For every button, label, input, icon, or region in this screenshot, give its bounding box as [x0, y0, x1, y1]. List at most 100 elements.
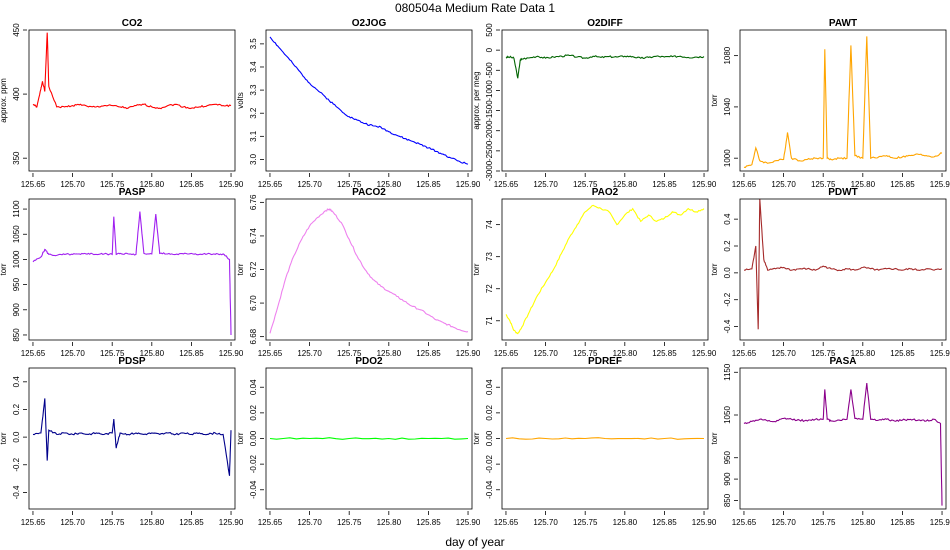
y-tick-label: -2500: [485, 140, 494, 161]
y-tick-label: 6.72: [249, 261, 258, 277]
y-tick-label: 500: [485, 23, 494, 37]
x-tick-label: 125.65: [258, 180, 283, 189]
x-tick-label: 125.85: [890, 349, 915, 358]
x-tick-label: 125.70: [533, 518, 558, 527]
x-tick-label: 125.80: [613, 349, 638, 358]
y-tick-label: 71: [485, 316, 494, 325]
y-tick-label: 6.74: [249, 228, 258, 244]
plot-frame: [501, 29, 709, 172]
figure-title: 080504a Medium Rate Data 1: [395, 1, 555, 15]
series-line: [743, 382, 943, 506]
plot-frame: [501, 198, 709, 341]
y-tick-label: 0.2: [723, 240, 732, 252]
x-tick-label: 125.90: [456, 349, 481, 358]
y-tick-label: 6.76: [249, 194, 258, 210]
x-tick-label: 125.70: [771, 180, 796, 189]
x-tick-label: 125.90: [930, 180, 950, 189]
panel-pasp: PASP torr 125.65 125.70 125.75 125.80 125.85 12…: [0, 187, 244, 358]
y-tick-label: 3.5: [249, 38, 258, 50]
panel-pawt: PAWT torr 125.65 125.70 125.75 125.80 125.85 12…: [710, 18, 950, 189]
y-tick-label: 74: [485, 220, 494, 229]
x-tick-label: 125.65: [732, 518, 757, 527]
y-axis-label: torr: [0, 432, 8, 444]
panel-title: PAO2: [592, 187, 619, 198]
y-tick-label: -0.4: [723, 319, 732, 333]
panel-o2jog: O2JOG volts 125.65 125.70 125.75 125.80 125.85…: [236, 18, 481, 189]
panel-title: PACO2: [352, 187, 386, 198]
x-tick-label: 125.75: [573, 349, 598, 358]
y-tick-label: 72: [485, 284, 494, 293]
y-tick-label: 0.00: [249, 430, 258, 446]
x-tick-label: 125.75: [337, 349, 362, 358]
y-tick-label: -0.04: [249, 480, 258, 499]
y-tick-label: -500: [485, 62, 494, 79]
x-tick-label: 125.85: [890, 180, 915, 189]
y-tick-label: 6.70: [249, 295, 258, 311]
x-tick-label: 125.85: [416, 518, 441, 527]
y-tick-label: -0.2: [12, 457, 21, 471]
panel-title: PASP: [119, 187, 146, 198]
y-tick-label: 1150: [723, 363, 732, 381]
x-tick-label: 125.85: [652, 180, 677, 189]
x-tick-label: 125.80: [140, 518, 165, 527]
x-tick-label: 125.80: [140, 180, 165, 189]
plot-frame: [265, 29, 473, 172]
plot-frame: [265, 367, 473, 510]
panel-pdsp: PDSP torr 125.65 125.70 125.75 125.80 125.85 12…: [0, 356, 244, 527]
y-tick-label: 3.4: [249, 61, 258, 73]
x-tick-label: 125.90: [692, 349, 717, 358]
panel-title: PDWT: [828, 187, 857, 198]
panel-co2: CO2 approx. ppm 125.65 125.70 125.75 125.80 12…: [0, 18, 244, 189]
series-line: [505, 437, 705, 440]
series-line: [505, 204, 705, 335]
plot-frame: [739, 198, 947, 341]
y-tick-label: 6.68: [249, 328, 258, 344]
plot-frame: [739, 29, 947, 172]
x-tick-label: 125.85: [416, 349, 441, 358]
x-tick-label: 125.85: [652, 349, 677, 358]
y-tick-label: 1080: [723, 46, 732, 64]
x-tick-label: 125.65: [21, 518, 46, 527]
plot-frame: [501, 367, 709, 510]
x-tick-label: 125.70: [297, 180, 322, 189]
panel-title: CO2: [122, 18, 143, 29]
panel-title: PASA: [829, 356, 856, 367]
x-tick-label: 125.75: [100, 180, 125, 189]
x-tick-label: 125.65: [494, 518, 519, 527]
x-tick-label: 125.75: [573, 518, 598, 527]
y-tick-label: 1000: [723, 149, 732, 167]
y-tick-label: 1100: [12, 200, 21, 218]
y-tick-label: 900: [723, 472, 732, 486]
x-tick-label: 125.70: [533, 180, 558, 189]
y-tick-label: 0.00: [485, 430, 494, 446]
panel-pdref: PDREF torr 125.65 125.70 125.75 125.80 125.85 1…: [472, 356, 717, 527]
x-tick-label: 125.90: [456, 180, 481, 189]
series-line: [32, 32, 232, 110]
x-tick-label: 125.90: [930, 518, 950, 527]
x-tick-label: 125.85: [179, 518, 204, 527]
y-tick-label: 0.4: [12, 376, 21, 388]
panel-pdo2: PDO2 torr 125.65 125.70 125.75 125.80 125.85 12…: [236, 356, 481, 527]
x-tick-label: 125.75: [337, 180, 362, 189]
y-tick-label: 0.0: [723, 267, 732, 279]
y-tick-label: -0.04: [485, 480, 494, 499]
x-tick-label: 125.75: [811, 180, 836, 189]
y-tick-label: 350: [12, 151, 21, 165]
y-tick-label: 3.1: [249, 130, 258, 142]
panel-pasa: PASA torr 125.65 125.70 125.75 125.80 125.85 12…: [710, 356, 950, 527]
panel-title: PAWT: [829, 18, 857, 29]
y-tick-label: 1040: [723, 97, 732, 115]
x-tick-label: 125.75: [337, 518, 362, 527]
y-tick-label: -3000: [485, 160, 494, 181]
x-tick-label: 125.90: [692, 180, 717, 189]
y-axis-label: approx. per meg: [472, 71, 481, 129]
x-tick-label: 125.80: [140, 349, 165, 358]
y-tick-label: 950: [12, 277, 21, 291]
y-tick-label: 0.04: [485, 379, 494, 395]
panel-title: O2JOG: [352, 18, 387, 29]
x-tick-label: 125.70: [60, 180, 85, 189]
y-tick-label: -0.02: [249, 454, 258, 473]
x-tick-label: 125.80: [377, 518, 402, 527]
x-tick-label: 125.80: [851, 518, 876, 527]
